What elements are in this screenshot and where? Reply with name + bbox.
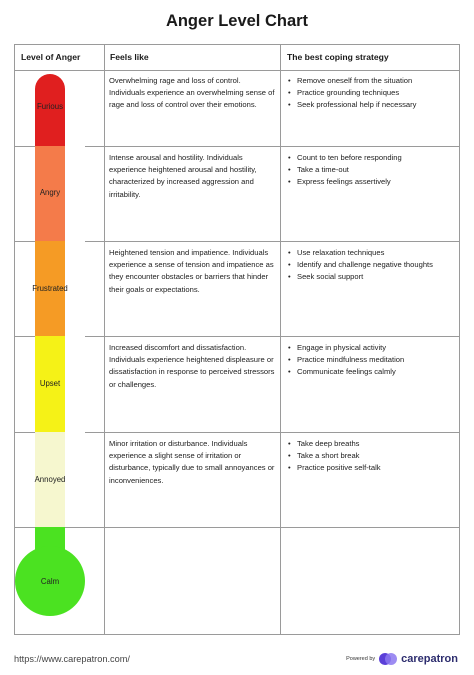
coping-cell-upset: Engage in physical activity Practice min… (287, 342, 457, 379)
thermometer-segment-furious (35, 74, 65, 146)
anger-level-table: Level of Anger Feels like The best copin… (14, 44, 460, 635)
level-label-calm: Calm (40, 577, 60, 586)
row-divider (15, 70, 459, 71)
brand-name: carepatron (401, 653, 458, 665)
feels-cell-upset: Increased discomfort and dissatisfaction… (109, 343, 275, 389)
coping-item: Communicate feelings calmly (287, 366, 457, 378)
coping-item: Seek professional help if necessary (287, 99, 457, 111)
row-tick (85, 432, 104, 433)
row-divider (104, 432, 459, 433)
page-title: Anger Level Chart (165, 12, 309, 30)
coping-item: Engage in physical activity (287, 342, 457, 354)
level-label-annoyed: Annoyed (34, 475, 66, 484)
row-tick (15, 241, 35, 242)
coping-item: Identify and challenge negative thoughts (287, 259, 457, 271)
row-divider (104, 241, 459, 242)
coping-item: Take a time-out (287, 164, 457, 176)
coping-item: Practice grounding techniques (287, 87, 457, 99)
row-tick (15, 336, 35, 337)
feels-cell-angry: Intense arousal and hostility. Individua… (109, 153, 257, 199)
carepatron-link[interactable]: https://www.carepatron.com/ (14, 654, 130, 664)
feels-cell-frustrated: Heightened tension and impatience. Indiv… (109, 248, 274, 294)
coping-item: Seek social support (287, 271, 457, 283)
thermometer-segment-annoyed (35, 432, 65, 527)
feels-cell-annoyed: Minor irritation or disturbance. Individ… (109, 439, 275, 485)
thermometer-segment-frustrated (35, 241, 65, 336)
coping-item: Express feelings assertively (287, 176, 457, 188)
header-level: Level of Anger (21, 52, 81, 62)
feels-cell-furious: Overwhelming rage and loss of control. I… (109, 76, 275, 110)
coping-item: Practice positive self-talk (287, 462, 457, 474)
coping-cell-furious: Remove oneself from the situation Practi… (287, 75, 457, 112)
row-tick (85, 336, 104, 337)
powered-by-badge[interactable]: Powered by carepatron (346, 651, 458, 667)
coping-item: Take deep breaths (287, 438, 457, 450)
level-label-furious: Furious (37, 102, 63, 111)
thermometer-segment-angry (35, 146, 65, 241)
header-feels: Feels like (110, 52, 149, 62)
thermometer-segment-upset (35, 336, 65, 432)
row-divider (104, 146, 459, 147)
row-divider (104, 336, 459, 337)
row-tick (85, 146, 104, 147)
thermometer-graphic (15, 74, 85, 616)
powered-by-text: Powered by (346, 656, 376, 662)
thermometer-bulb-calm (15, 546, 85, 616)
row-tick (85, 241, 104, 242)
coping-cell-annoyed: Take deep breaths Take a short break Pra… (287, 438, 457, 475)
level-label-frustrated: Frustrated (32, 284, 68, 293)
coping-cell-angry: Count to ten before responding Take a ti… (287, 152, 457, 189)
level-label-upset: Upset (39, 379, 61, 388)
coping-item: Practice mindfulness meditation (287, 354, 457, 366)
coping-item: Use relaxation techniques (287, 247, 457, 259)
column-divider (280, 45, 281, 634)
column-divider (104, 45, 105, 634)
carepatron-logo-icon (379, 653, 398, 665)
coping-item: Take a short break (287, 450, 457, 462)
row-tick (15, 432, 35, 433)
level-label-angry: Angry (39, 188, 61, 197)
header-coping: The best coping strategy (287, 52, 389, 62)
row-divider (15, 527, 459, 528)
row-tick (15, 146, 35, 147)
coping-item: Remove oneself from the situation (287, 75, 457, 87)
coping-cell-frustrated: Use relaxation techniques Identify and c… (287, 247, 457, 284)
coping-item: Count to ten before responding (287, 152, 457, 164)
